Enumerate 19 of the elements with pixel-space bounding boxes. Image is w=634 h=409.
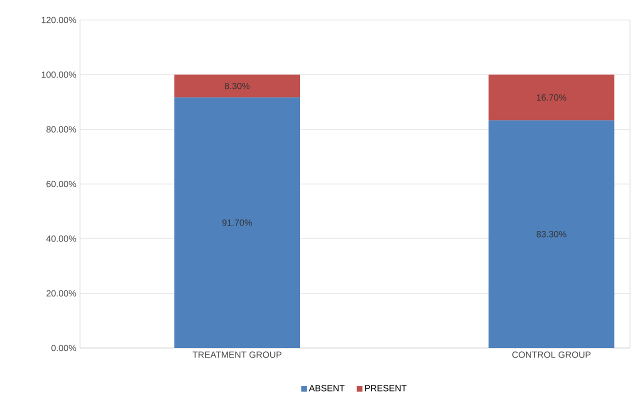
x-tick-label: TREATMENT GROUP bbox=[192, 352, 282, 358]
bar bbox=[174, 74, 300, 98]
x-tick-label: CONTROL GROUP bbox=[512, 352, 591, 358]
data-label: 16.70% bbox=[536, 94, 566, 101]
y-tick-label: 60.00% bbox=[46, 180, 76, 188]
bar bbox=[174, 97, 300, 348]
y-tick-label: 40.00% bbox=[46, 235, 76, 242]
data-label: 91.70% bbox=[222, 219, 252, 226]
y-tick-label: 120.00% bbox=[42, 16, 76, 24]
data-label: 8.30% bbox=[224, 82, 250, 90]
bar bbox=[488, 74, 614, 120]
data-label: 83.30% bbox=[536, 230, 566, 238]
legend-label: ABSENT bbox=[308, 384, 345, 392]
bar bbox=[488, 120, 614, 348]
y-tick-label: 80.00% bbox=[46, 126, 76, 133]
y-tick-label: 100.00% bbox=[42, 71, 76, 78]
legend-label: PRESENT bbox=[365, 384, 407, 392]
y-tick-label: 0.00% bbox=[51, 344, 76, 352]
y-tick-label: 20.00% bbox=[46, 290, 76, 297]
